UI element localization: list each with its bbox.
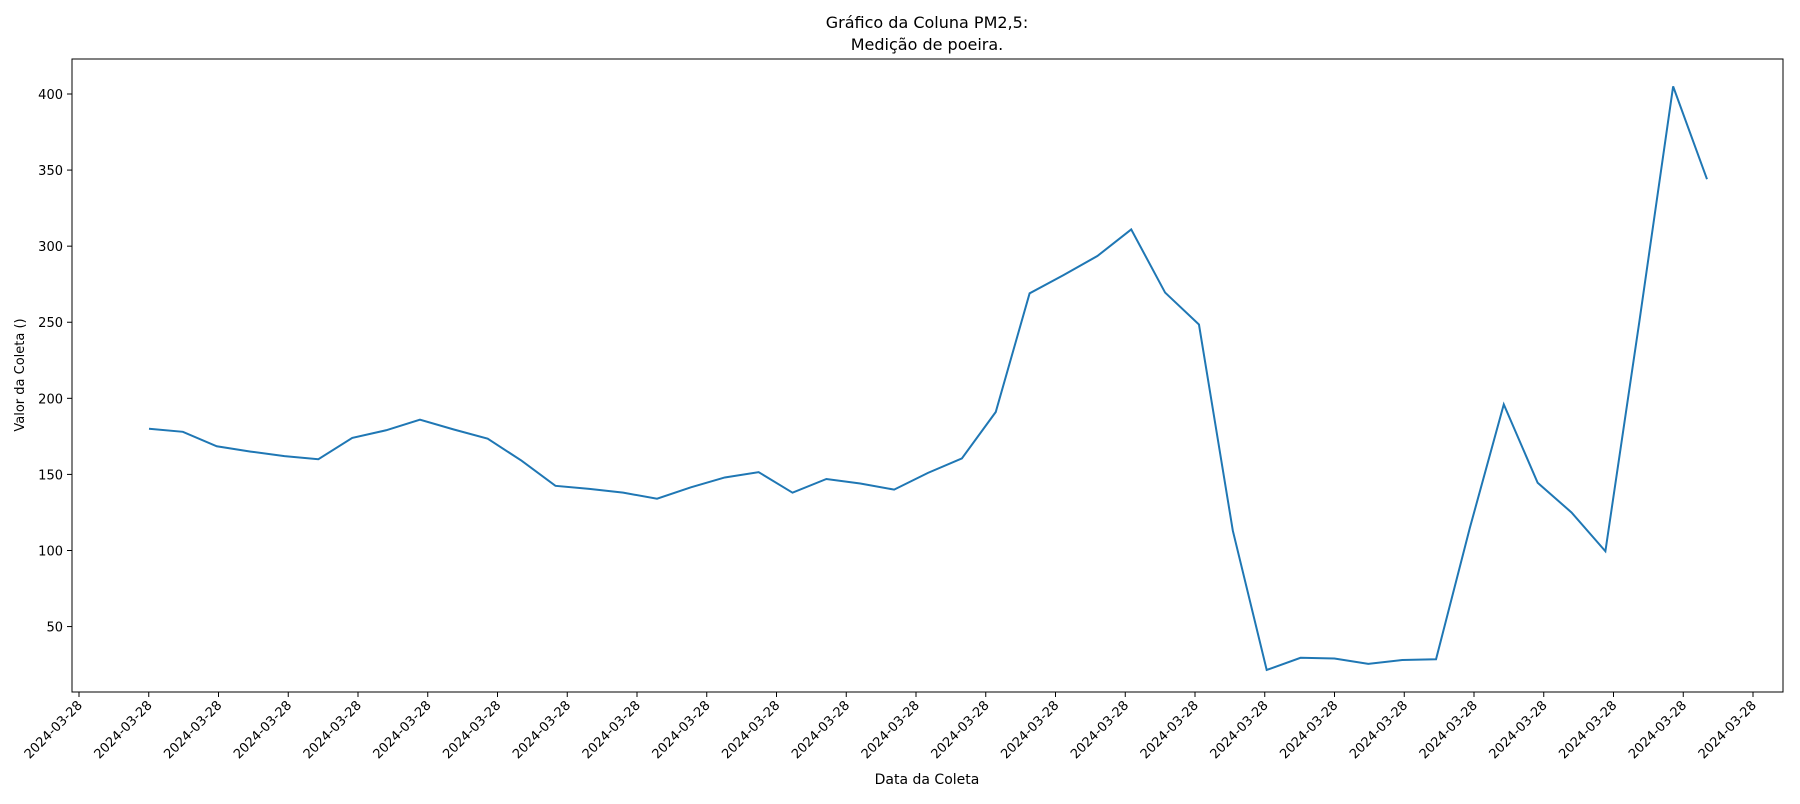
x-tick-label: 2024-03-28 <box>1487 698 1551 762</box>
y-tick-label: 300 <box>38 240 63 255</box>
x-tick-label: 2024-03-28 <box>1417 698 1481 762</box>
chart-subtitle: Medição de poeira. <box>851 35 1004 54</box>
x-tick-label: 2024-03-28 <box>22 698 86 762</box>
y-axis-label: Valor da Coleta () <box>13 318 28 431</box>
y-tick-label: 250 <box>38 316 63 331</box>
y-tick-label: 200 <box>38 392 63 407</box>
x-tick-label: 2024-03-28 <box>231 698 295 762</box>
y-tick-label: 350 <box>38 164 63 179</box>
x-tick-label: 2024-03-28 <box>510 698 574 762</box>
x-tick-label: 2024-03-28 <box>301 698 365 762</box>
x-tick-label: 2024-03-28 <box>440 698 504 762</box>
x-tick-label: 2024-03-28 <box>789 698 853 762</box>
y-tick-label: 150 <box>38 468 63 483</box>
chart-title: Gráfico da Coluna PM2,5: <box>826 13 1028 32</box>
x-tick-label: 2024-03-28 <box>1208 698 1272 762</box>
y-tick-label: 100 <box>38 544 63 559</box>
x-tick-label: 2024-03-28 <box>1626 698 1690 762</box>
x-tick-label: 2024-03-28 <box>998 698 1062 762</box>
y-tick-label: 400 <box>38 88 63 103</box>
series-line <box>148 86 1708 672</box>
x-tick-label: 2024-03-28 <box>1347 698 1411 762</box>
plot-frame <box>71 58 1784 693</box>
x-tick-label: 2024-03-28 <box>1696 698 1760 762</box>
y-axis-ticks: 50 100 150 200 250 300 350 400 <box>38 88 72 636</box>
y-tick-label: 50 <box>46 621 63 636</box>
x-tick-label: 2024-03-28 <box>161 698 225 762</box>
x-tick-label: 2024-03-28 <box>371 698 435 762</box>
x-tick-label: 2024-03-28 <box>1068 698 1132 762</box>
x-tick-label: 2024-03-28 <box>719 698 783 762</box>
x-axis-label: Data da Coleta <box>875 772 980 788</box>
x-tick-label: 2024-03-28 <box>1138 698 1202 762</box>
x-tick-label: 2024-03-28 <box>580 698 644 762</box>
x-tick-label: 2024-03-28 <box>1277 698 1341 762</box>
x-tick-label: 2024-03-28 <box>650 698 714 762</box>
x-axis-ticks: 2024-03-28 2024-03-28 2024-03-28 2024-03-28… <box>22 692 1760 762</box>
x-tick-label: 2024-03-28 <box>929 698 993 762</box>
x-tick-label: 2024-03-28 <box>859 698 923 762</box>
x-tick-label: 2024-03-28 <box>92 698 156 762</box>
x-tick-label: 2024-03-28 <box>1556 698 1620 762</box>
